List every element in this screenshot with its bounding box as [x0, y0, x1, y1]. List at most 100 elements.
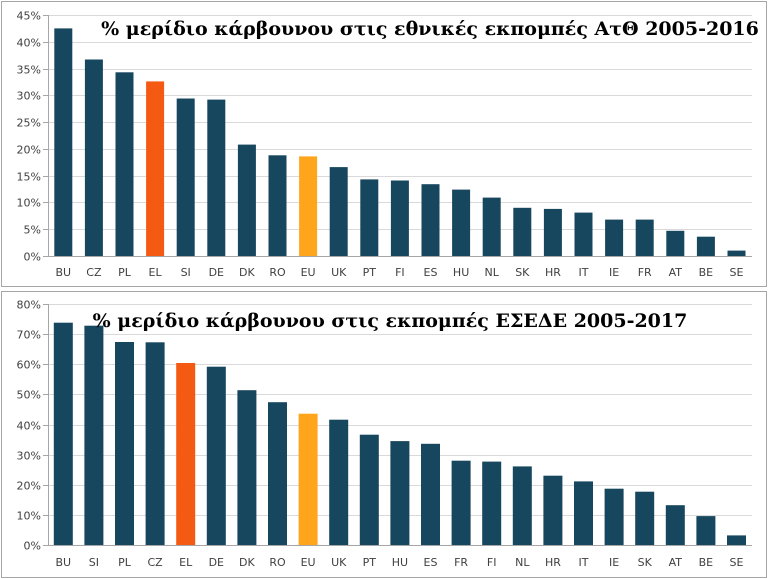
y-tick-label: 15%: [17, 171, 41, 184]
x-tick-label: IT: [579, 266, 589, 279]
x-tick-label: HR: [545, 266, 561, 279]
x-tick-label: CZ: [147, 556, 163, 569]
y-tick-label: 0%: [24, 251, 41, 264]
x-tick-label: FR: [454, 556, 468, 569]
chart-coal-share-ets-emissions: 0% 10% 20% 30% 40% 50% 60% 70% 80% BU SI PL CZ EL DE DK…: [17, 299, 752, 569]
bar-hr: [543, 475, 563, 545]
bar-nl: [482, 197, 501, 256]
bar-se: [727, 535, 746, 545]
bar-pl: [115, 72, 134, 256]
bar-fr: [451, 460, 471, 545]
x-tick-label: BU: [55, 556, 71, 569]
bar-be: [696, 516, 716, 545]
x-tick-label: PT: [363, 266, 377, 279]
y-tick-label: 80%: [17, 299, 41, 312]
bar-sk: [635, 491, 655, 545]
chart-panel-coal-share-national-emissions: 0% 5% 10% 15% 20% 25% 30% 35% 40% 45% BU CZ PL EL SI DE…: [1, 1, 767, 287]
x-tick-label: IT: [579, 556, 589, 569]
x-tick-label: PT: [363, 556, 377, 569]
x-tick-label: NL: [485, 266, 500, 279]
y-tick-label: 30%: [17, 90, 41, 103]
bar-bu: [53, 322, 73, 545]
x-tick-label: HR: [545, 556, 561, 569]
bar-hr: [543, 208, 562, 256]
x-tick-label: UK: [331, 266, 347, 279]
x-tick-label: DK: [239, 556, 255, 569]
bar-es: [421, 184, 440, 256]
y-tick-label: 5%: [24, 224, 41, 237]
bar-ie: [605, 219, 624, 256]
chart-panel-coal-share-ets-emissions: 0% 10% 20% 30% 40% 50% 60% 70% 80% BU SI PL CZ EL DE DK…: [1, 291, 767, 578]
x-tick-label: HU: [392, 556, 408, 569]
x-tick-label: NL: [515, 556, 530, 569]
bar-eu: [298, 413, 318, 545]
x-tick-label: PL: [118, 556, 132, 569]
x-tick-label: ES: [424, 266, 438, 279]
x-tick-label: PL: [118, 266, 132, 279]
x-tick-label: FR: [638, 266, 652, 279]
x-tick-label: ES: [424, 556, 438, 569]
bar-el: [146, 81, 165, 257]
x-tick-label: CZ: [86, 266, 102, 279]
bar-de: [207, 99, 226, 256]
bar-ro: [268, 402, 287, 545]
x-tick-label: SK: [515, 266, 530, 279]
x-tick-label: EL: [179, 556, 193, 569]
bar-se: [727, 250, 746, 256]
x-tick-label: UK: [331, 556, 347, 569]
bar-uk: [329, 167, 348, 256]
bar-ro: [268, 155, 287, 256]
x-tick-label: RO: [269, 266, 286, 279]
bar-fi: [390, 180, 409, 256]
bar-fi: [482, 461, 502, 545]
bar-dk: [237, 144, 256, 256]
x-tick-label: SK: [638, 556, 653, 569]
x-tick-label: BE: [699, 266, 714, 279]
y-tick-label: 40%: [17, 420, 41, 433]
bar-dk: [237, 390, 257, 545]
x-tick-label: BE: [699, 556, 714, 569]
bar-pt: [359, 434, 379, 545]
y-tick-label: 40%: [17, 37, 41, 50]
bar-pl: [115, 342, 134, 545]
x-tick-label: BU: [55, 266, 71, 279]
y-tick-label: 10%: [17, 197, 41, 210]
bar-nl: [512, 466, 532, 545]
chart-coal-share-national-emissions: 0% 5% 10% 15% 20% 25% 30% 35% 40% 45% BU CZ PL EL SI DE…: [17, 10, 759, 280]
y-tick-label: 0%: [24, 540, 41, 553]
bar-ie: [604, 488, 624, 545]
x-tick-label: SI: [89, 556, 99, 569]
x-tick-label: DK: [239, 266, 255, 279]
bar-at: [666, 230, 685, 256]
x-tick-label: FI: [487, 556, 497, 569]
bar-de: [206, 366, 226, 545]
y-tick-label: 10%: [17, 510, 41, 523]
x-tick-label: RO: [269, 556, 286, 569]
bar-cz: [84, 59, 103, 256]
bar-si: [176, 98, 195, 256]
x-tick-label: HU: [453, 266, 469, 279]
x-tick-label: IE: [609, 556, 619, 569]
bar-be: [696, 236, 715, 256]
y-tick-label: 50%: [17, 389, 41, 402]
x-tick-label: SE: [730, 556, 744, 569]
x-tick-label: DE: [209, 556, 224, 569]
bar-eu: [299, 156, 318, 256]
bar-cz: [145, 342, 165, 545]
chart-title: % μερίδιο κάρβουνου στις εκπομπές ΕΣΕΔΕ …: [93, 310, 688, 332]
x-tick-label: EU: [301, 266, 316, 279]
y-tick-label: 30%: [17, 450, 41, 463]
bar-hu: [390, 441, 410, 545]
chart-title: % μερίδιο κάρβουνου στις εθνικές εκπομπέ…: [101, 18, 759, 40]
bar-it: [574, 481, 593, 545]
x-tick-label: AT: [669, 556, 683, 569]
y-tick-label: 70%: [17, 329, 41, 342]
bar-at: [665, 505, 685, 545]
y-tick-label: 35%: [17, 64, 41, 77]
y-tick-label: 60%: [17, 359, 41, 372]
x-tick-label: AT: [669, 266, 683, 279]
x-tick-label: EU: [301, 556, 316, 569]
bar-it: [574, 212, 593, 256]
y-tick-label: 25%: [17, 117, 41, 130]
x-tick-label: FI: [395, 266, 405, 279]
